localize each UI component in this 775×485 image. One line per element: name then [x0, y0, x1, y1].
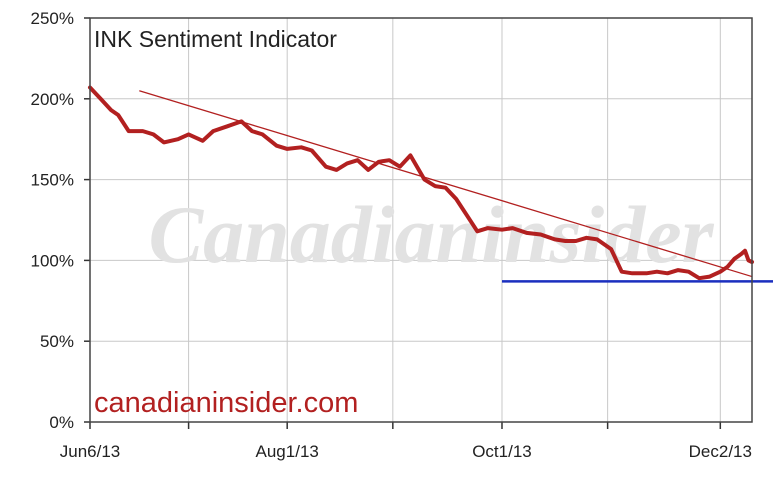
y-tick-label: 100%	[31, 251, 74, 270]
x-tick-label: Dec2/13	[689, 442, 752, 461]
y-tick-label: 200%	[31, 90, 74, 109]
y-tick-label: 50%	[40, 332, 74, 351]
x-tick-label: Jun6/13	[60, 442, 121, 461]
y-tick-label: 250%	[31, 9, 74, 28]
x-tick-label: Aug1/13	[256, 442, 319, 461]
watermark: Canadianinsider	[148, 189, 714, 280]
plot-area	[90, 18, 752, 422]
plot-frame	[89, 17, 753, 423]
y-tick-label: 150%	[31, 171, 74, 190]
chart-title: INK Sentiment Indicator	[94, 26, 337, 52]
footer-text: canadianinsider.com	[94, 387, 358, 419]
x-tick-label: Oct1/13	[472, 442, 532, 461]
series-line-0	[88, 85, 754, 281]
y-tick-label: 0%	[49, 413, 74, 432]
trendline	[139, 90, 753, 278]
